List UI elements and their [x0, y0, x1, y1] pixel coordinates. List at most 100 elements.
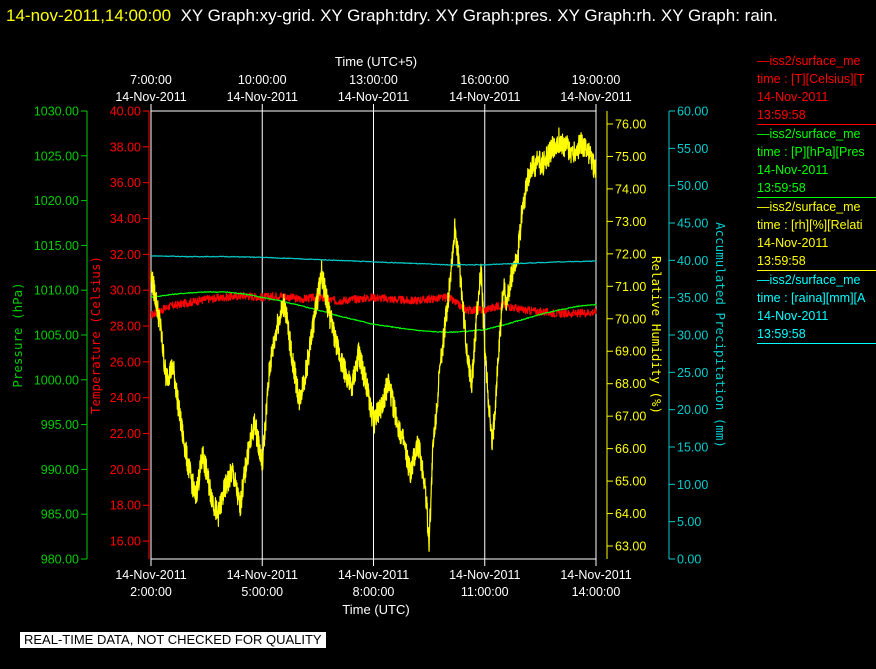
- y-tick-label: 980.00: [41, 553, 79, 567]
- x-top-tick-label-time: 19:00:00: [572, 73, 621, 87]
- x-axis-title: Time (UTC): [342, 602, 409, 617]
- legend-time: 13:59:58: [757, 181, 806, 195]
- y-tick-label: 30.00: [110, 284, 141, 298]
- y-tick-label: 25.00: [677, 366, 708, 380]
- series-line: [150, 291, 597, 319]
- x-top-tick-label-date: 14-Nov-2011: [115, 90, 186, 104]
- x-top-tick-label-date: 14-Nov-2011: [227, 90, 298, 104]
- y-tick-label: 22.00: [110, 427, 141, 441]
- legend-source: —iss2/surface_me: [757, 200, 861, 214]
- legend: —iss2/surface_me time : [T][Celsius][T 14-…: [757, 52, 876, 344]
- x-tick-label-date: 14-Nov-2011: [227, 568, 298, 582]
- x-top-tick-label-time: 10:00:00: [238, 73, 287, 87]
- x-tick-label-date: 14-Nov-2011: [449, 568, 520, 582]
- y-tick-label: 75.00: [615, 150, 646, 164]
- quality-banner: REAL-TIME DATA, NOT CHECKED FOR QUALITY: [20, 632, 326, 648]
- series-line: [150, 127, 597, 552]
- y-tick-label: 45.00: [677, 217, 708, 231]
- x-top-tick-label-time: 16:00:00: [460, 73, 509, 87]
- x-tick-label-time: 14:00:00: [572, 585, 621, 599]
- y-axis-title: Relative Humidity (%): [649, 256, 664, 414]
- legend-source: —iss2/surface_me: [757, 127, 861, 141]
- y-tick-label: 60.00: [677, 105, 708, 119]
- y-tick-label: 67.00: [615, 410, 646, 424]
- y-tick-label: 24.00: [110, 391, 141, 405]
- x-top-axis-title: Time (UTC+5): [335, 54, 417, 69]
- y-tick-label: 40.00: [677, 254, 708, 268]
- legend-field: time : [rh][%][Relati: [757, 218, 863, 232]
- y-tick-label: 1020.00: [34, 194, 79, 208]
- y-tick-label: 70.00: [615, 312, 646, 326]
- y-tick-label: 20.00: [110, 463, 141, 477]
- legend-date: 14-Nov-2011: [757, 236, 829, 250]
- legend-date: 14-Nov-2011: [757, 309, 829, 323]
- title-timestamp: 14-nov-2011,14:00:00: [6, 6, 172, 25]
- y-tick-label: 1005.00: [34, 329, 79, 343]
- x-top-tick-label-date: 14-Nov-2011: [449, 90, 520, 104]
- legend-time: 13:59:58: [757, 254, 806, 268]
- y-tick-label: 1015.00: [34, 239, 79, 253]
- y-tick-label: 16.00: [110, 535, 141, 549]
- x-tick-label-date: 14-Nov-2011: [115, 568, 186, 582]
- y-tick-label: 76.00: [615, 117, 646, 131]
- y-tick-label: 1025.00: [34, 149, 79, 163]
- x-top-tick-label-date: 14-Nov-2011: [560, 90, 631, 104]
- y-tick-label: 1000.00: [34, 373, 79, 387]
- legend-date: 14-Nov-2011: [757, 163, 829, 177]
- y-tick-label: 71.00: [615, 280, 646, 294]
- y-tick-label: 38.00: [110, 140, 141, 154]
- y-tick-label: 1010.00: [34, 284, 79, 298]
- series-line: [150, 291, 597, 334]
- y-axis-title: Pressure (hPa): [10, 282, 25, 387]
- y-tick-label: 66.00: [615, 442, 646, 456]
- x-top-tick-label-time: 13:00:00: [349, 73, 398, 87]
- y-tick-label: 36.00: [110, 176, 141, 190]
- y-tick-label: 0.00: [677, 553, 701, 567]
- x-tick-label-time: 5:00:00: [241, 585, 283, 599]
- y-tick-label: 10.00: [677, 478, 708, 492]
- y-tick-label: 28.00: [110, 320, 141, 334]
- x-tick-label-time: 2:00:00: [130, 585, 172, 599]
- legend-field: time : [P][hPa][Pres: [757, 145, 865, 159]
- y-tick-label: 72.00: [615, 247, 646, 261]
- y-tick-label: 50.00: [677, 179, 708, 193]
- x-top-tick-label-time: 7:00:00: [130, 73, 172, 87]
- y-tick-label: 69.00: [615, 345, 646, 359]
- y-tick-label: 64.00: [615, 507, 646, 521]
- y-tick-label: 18.00: [110, 499, 141, 513]
- y-axis-title: Temperature (Celsius): [88, 256, 103, 414]
- y-tick-label: 63.00: [615, 540, 646, 554]
- x-tick-label-time: 11:00:00: [461, 585, 509, 599]
- y-tick-label: 34.00: [110, 212, 141, 226]
- legend-time: 13:59:58: [757, 108, 806, 122]
- x-tick-label-date: 14-Nov-2011: [560, 568, 631, 582]
- y-tick-label: 55.00: [677, 142, 708, 156]
- legend-date: 14-Nov-2011: [757, 90, 829, 104]
- y-tick-label: 73.00: [615, 215, 646, 229]
- y-tick-label: 15.00: [677, 441, 708, 455]
- legend-source: —iss2/surface_me: [757, 54, 861, 68]
- y-tick-label: 40.00: [110, 105, 141, 119]
- legend-source: —iss2/surface_me: [757, 273, 861, 287]
- x-top-tick-label-date: 14-Nov-2011: [338, 90, 409, 104]
- y-tick-label: 20.00: [677, 403, 708, 417]
- y-tick-label: 990.00: [41, 463, 79, 477]
- legend-field: time : [T][Celsius][T: [757, 72, 865, 86]
- legend-field: time : [raina][mm][A: [757, 291, 866, 305]
- x-tick-label-date: 14-Nov-2011: [338, 568, 409, 582]
- y-axis-title: Accumulated Precipitation (mm): [713, 222, 728, 448]
- legend-time: 13:59:58: [757, 327, 806, 341]
- y-tick-label: 985.00: [41, 508, 79, 522]
- y-tick-label: 5.00: [677, 515, 701, 529]
- y-tick-label: 30.00: [677, 329, 708, 343]
- series-line: [150, 255, 597, 266]
- y-tick-label: 995.00: [41, 418, 79, 432]
- y-tick-label: 74.00: [615, 182, 646, 196]
- chart-title: 14-nov-2011,14:00:00 XY Graph:xy-grid. X…: [6, 3, 856, 29]
- y-tick-label: 1030.00: [34, 105, 79, 119]
